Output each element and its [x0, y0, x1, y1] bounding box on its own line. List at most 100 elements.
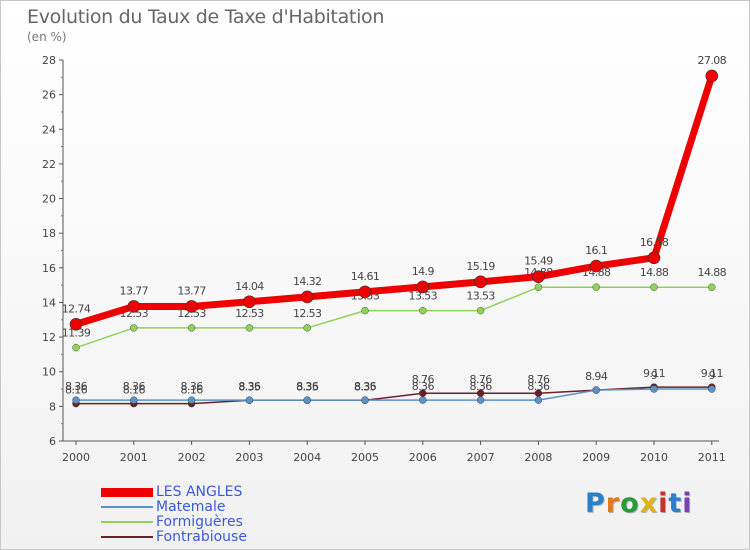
- data-point: [130, 324, 138, 332]
- data-point: [187, 396, 196, 404]
- data-point: [532, 270, 545, 283]
- data-label: 8.35: [296, 380, 319, 393]
- brand-letter: i: [682, 488, 693, 519]
- legend-label: Formiguères: [156, 514, 243, 530]
- data-label: 8.94: [585, 370, 608, 383]
- data-label: 12.53: [235, 307, 264, 320]
- y-tick-label: 14: [42, 296, 56, 309]
- line-chart: 6 8 10 12 14 16 18 20 22 24 26 28 2000 2001 2002 2003 20…: [42, 54, 727, 464]
- data-label: 14.04: [235, 280, 264, 293]
- y-tick-label: 18: [42, 227, 56, 240]
- series-line: [72, 72, 716, 328]
- legend-label: Fontrabiouse: [156, 529, 247, 545]
- brand-letter: x: [639, 488, 659, 519]
- data-point: [69, 317, 83, 331]
- data-point: [361, 396, 369, 404]
- data-label: 8.36: [65, 380, 88, 393]
- unit-label: (en %): [27, 30, 67, 44]
- x-tick-label: 2011: [698, 451, 726, 464]
- data-point: [592, 386, 600, 394]
- data-point: [358, 285, 372, 299]
- data-point: [534, 283, 543, 291]
- data-label: 13.53: [466, 290, 495, 303]
- data-label: 9: [709, 369, 716, 382]
- x-tick-label: 2005: [351, 451, 379, 464]
- data-label: 8.36: [181, 380, 204, 393]
- data-point: [592, 283, 600, 291]
- legend-swatch: [101, 488, 153, 497]
- x-tick-label: 2001: [120, 451, 148, 464]
- data-point: [361, 306, 369, 315]
- data-point: [589, 259, 603, 273]
- y-tick-label: 12: [42, 331, 56, 344]
- data-point: [72, 343, 80, 352]
- data-label: 14.61: [351, 270, 380, 283]
- data-label: 8.16: [123, 384, 146, 397]
- series-les-angles: 12.74 13.77 13.77 14.04 14.32 14.61 14.9 15.19 1…: [62, 54, 727, 331]
- data-label: 8.36: [354, 380, 377, 393]
- legend-swatch: [101, 521, 153, 523]
- data-label: 9.11: [701, 367, 723, 380]
- y-tick-label: 24: [42, 123, 56, 136]
- data-point: [245, 396, 254, 404]
- data-point: [185, 300, 198, 313]
- brand-letter: r: [605, 488, 621, 519]
- series-matemale: 8.36 8.36 8.36 8.36 8.36 8.36 8.36 8.36 8.36 9 9: [65, 369, 716, 404]
- brand-letter: i: [658, 488, 669, 519]
- data-point: [187, 324, 196, 332]
- x-tick-label: 2006: [409, 451, 437, 464]
- data-label: 14.88: [698, 266, 727, 279]
- data-label: 8.36: [527, 380, 550, 393]
- legend-swatch: [101, 536, 153, 538]
- data-label: 13.53: [409, 290, 438, 303]
- data-label: 14.9: [412, 265, 435, 278]
- data-point: [650, 385, 658, 393]
- brand-logo: Proxiti: [585, 488, 693, 519]
- y-tick-label: 6: [49, 435, 56, 448]
- series-line: [75, 286, 713, 349]
- data-label: 15.49: [524, 255, 553, 268]
- data-label: 16.1: [585, 244, 607, 257]
- data-label: 9: [651, 369, 658, 382]
- x-tick-label: 2003: [235, 451, 263, 464]
- data-label: 16.58: [640, 236, 669, 249]
- data-label: 8.36: [412, 380, 435, 393]
- y-tick-label: 16: [42, 262, 56, 275]
- x-tick-label: 2010: [640, 451, 668, 464]
- data-label: 8.76: [470, 373, 493, 386]
- data-label: 13.77: [177, 284, 206, 297]
- brand-letter: P: [585, 488, 606, 519]
- data-label: 12.53: [293, 307, 322, 320]
- data-point: [647, 251, 661, 265]
- data-point: [419, 306, 427, 315]
- data-point: [127, 300, 141, 313]
- data-label: 8.76: [527, 373, 550, 386]
- data-point: [476, 306, 485, 315]
- x-tick-label: 2009: [582, 451, 610, 464]
- data-point: [72, 396, 80, 404]
- data-label: 27.08: [698, 54, 727, 67]
- y-tick-label: 22: [42, 158, 56, 171]
- data-point: [476, 396, 485, 404]
- data-label: 13.77: [120, 284, 149, 297]
- legend-label: LES ANGLES: [156, 484, 243, 500]
- data-label: 8.16: [65, 384, 88, 397]
- data-label: 15.19: [466, 260, 495, 273]
- data-label: 8.35: [354, 380, 377, 393]
- data-label: 11.39: [62, 327, 91, 340]
- x-tick-label: 2002: [178, 451, 206, 464]
- data-point: [243, 295, 256, 309]
- data-point: [708, 283, 716, 291]
- legend-label: Matemale: [156, 499, 226, 515]
- series-line: [75, 388, 713, 401]
- x-tick-label: 2004: [293, 451, 321, 464]
- data-point: [416, 280, 430, 294]
- data-label: 9.11: [643, 367, 665, 380]
- y-tick-label: 26: [42, 89, 56, 102]
- x-tick-label: 2008: [524, 451, 552, 464]
- x-tick-label: 2000: [62, 451, 90, 464]
- brand-letter: t: [668, 488, 683, 519]
- chart-title: Evolution du Taux de Taxe d'Habitation: [27, 6, 385, 28]
- data-point: [245, 324, 254, 332]
